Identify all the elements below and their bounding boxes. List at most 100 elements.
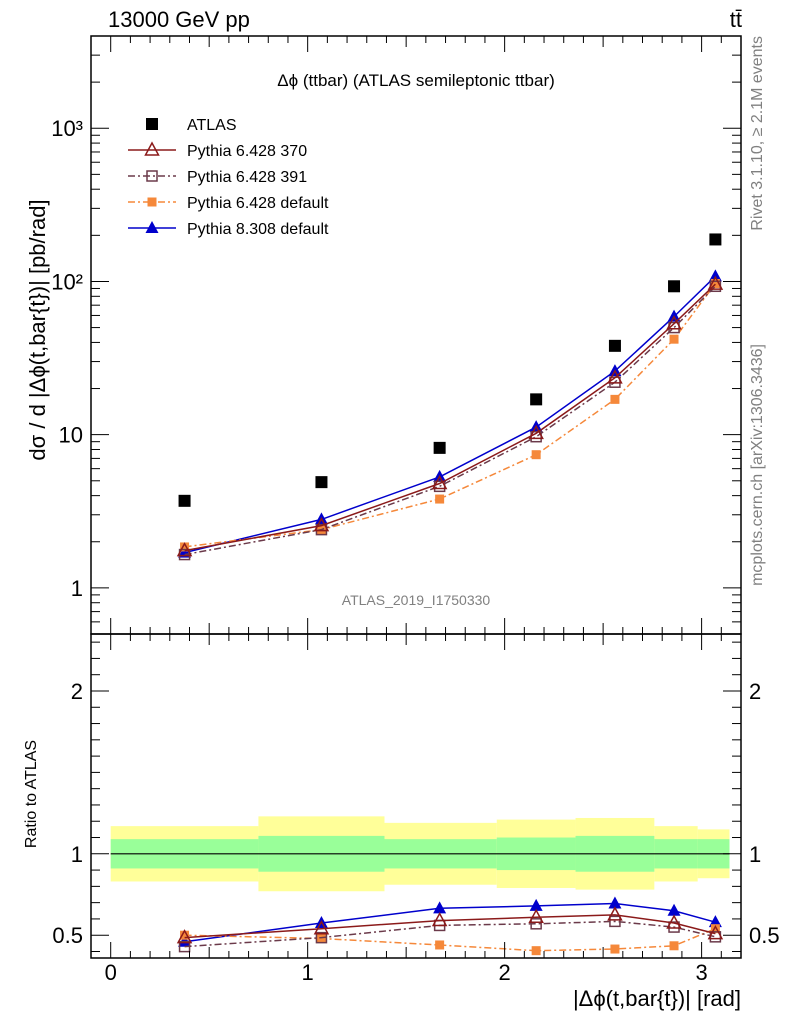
- y-tick-label: 1: [71, 576, 83, 601]
- ratio-point: [433, 901, 447, 914]
- ratio-y-tick-label: 0.5: [52, 923, 83, 948]
- ratio-point: [315, 931, 328, 944]
- ratio-panel: 0.5 0.5 1 1 2 2 0 1 2 3 Ratio to ATLAS |Δϕ(t,bar{…: [23, 633, 780, 1011]
- ratio-point: [667, 903, 681, 916]
- data-point: [315, 523, 328, 536]
- ratio-series-pythia-8-308-default: [178, 896, 722, 947]
- ratio-point: [531, 946, 541, 956]
- legend-item-pythia-6-428-default: Pythia 6.428 default: [128, 195, 329, 212]
- ratio-point: [610, 944, 620, 954]
- legend-label: Pythia 6.428 default: [187, 195, 329, 212]
- ratio-frame: [90, 633, 742, 959]
- xlabel: |Δϕ(t,bar{t})| [rad]: [573, 986, 741, 1011]
- ratio-point: [669, 941, 679, 951]
- data-point: [431, 474, 448, 490]
- ratio-point: [313, 920, 330, 935]
- data-point: [707, 275, 724, 290]
- data-point: [669, 334, 679, 344]
- y-tick-label: 10³: [51, 116, 83, 141]
- x-tick-label: 1: [302, 960, 314, 985]
- legend-marker: [146, 170, 158, 182]
- series-pythia-6-428-default: [180, 278, 720, 552]
- data-point: [180, 542, 190, 552]
- legend-label: Pythia 6.428 391: [187, 169, 307, 186]
- data-point: [531, 450, 541, 460]
- legend-marker: [145, 221, 159, 233]
- legend-marker: [147, 197, 157, 207]
- ratio-point: [180, 930, 190, 940]
- series-line: [184, 283, 717, 548]
- header-right: tt̄: [730, 7, 742, 32]
- y-tick-label: 10: [59, 423, 83, 448]
- legend-label: ATLAS: [187, 117, 237, 134]
- series-pythia-6-428-370: [176, 275, 724, 557]
- data-point: [666, 315, 682, 330]
- data-point: [709, 233, 722, 246]
- x-tick-label: 0: [105, 960, 117, 985]
- ratio-point: [708, 915, 722, 928]
- data-point: [435, 494, 445, 504]
- source-label: mcplots.cern.ch [arXiv:1306.3436]: [749, 344, 766, 586]
- ratio-point: [435, 940, 445, 950]
- data-point: [708, 269, 722, 282]
- main-ylabel: dσ / d |Δϕ(t,bar{t})| [pb/rad]: [25, 199, 50, 460]
- data-point: [178, 494, 191, 507]
- ratio-series-pythia-6-428-370: [176, 906, 724, 944]
- ratio-point: [178, 940, 191, 953]
- data-point: [610, 394, 620, 404]
- ratio-point: [530, 918, 542, 930]
- ratio-point: [707, 925, 724, 940]
- main-panel: 1 10 10² 10³ Δϕ (ttbar) (ATLAS semileptonic…: [25, 35, 742, 635]
- ratio-point: [608, 896, 622, 909]
- header-left: 13000 GeV pp: [108, 7, 250, 32]
- ratio-series-pythia-6-428-default: [180, 924, 720, 956]
- data-point: [530, 393, 543, 406]
- ratio-point: [431, 911, 448, 927]
- series-pythia-6-428-391: [178, 280, 722, 561]
- legend-label: Pythia 8.308 default: [187, 221, 329, 238]
- series-pythia-8-308-default: [178, 269, 722, 558]
- rivet-label: Rivet 3.1.10, ≥ 2.1M events: [749, 36, 766, 231]
- legend-label: Pythia 6.428 370: [187, 143, 307, 160]
- ratio-point: [178, 934, 192, 947]
- ratio-point: [666, 914, 682, 929]
- series-atlas: [178, 233, 722, 507]
- ratio-line: [184, 920, 716, 948]
- ratio-point: [668, 921, 680, 933]
- legend-marker: [146, 118, 158, 130]
- ratio-point: [710, 924, 720, 934]
- x-tick-label: 2: [499, 960, 511, 985]
- ratio-line: [184, 902, 716, 943]
- ratio-point: [607, 906, 623, 921]
- data-point: [528, 424, 544, 440]
- x-tick-label: 3: [695, 960, 707, 985]
- legend-item-pythia-6-428-370: Pythia 6.428 370: [128, 141, 307, 160]
- data-point: [313, 517, 330, 532]
- ratio-y-tick-label-right: 1: [749, 842, 761, 867]
- data-point: [315, 476, 328, 489]
- ratio-ylabel: Ratio to ATLAS: [23, 740, 40, 848]
- legend-marker: [144, 141, 160, 156]
- data-point: [710, 278, 720, 288]
- ratio-point: [529, 898, 543, 911]
- series-line: [184, 285, 716, 556]
- ratio-y-tick-label-right: 2: [749, 679, 761, 704]
- y-tick-label: 10²: [51, 269, 83, 294]
- ratio-y-tick-label: 2: [71, 679, 83, 704]
- legend-item-pythia-6-428-391: Pythia 6.428 391: [128, 169, 307, 186]
- analysis-watermark: ATLAS_2019_I1750330: [342, 592, 491, 608]
- data-point: [176, 542, 193, 557]
- data-point: [607, 369, 623, 384]
- plot-title: Δϕ (ttbar) (ATLAS semileptonic ttbar): [277, 71, 555, 90]
- ratio-point: [609, 915, 621, 928]
- series-line: [184, 275, 716, 554]
- data-point: [433, 441, 446, 454]
- ratio-y-tick-label: 1: [71, 842, 83, 867]
- data-point: [178, 548, 191, 561]
- ratio-point: [528, 908, 544, 924]
- ratio-line: [184, 914, 716, 939]
- ratio-point: [316, 933, 326, 943]
- series-line: [184, 283, 716, 552]
- data-point: [668, 280, 681, 293]
